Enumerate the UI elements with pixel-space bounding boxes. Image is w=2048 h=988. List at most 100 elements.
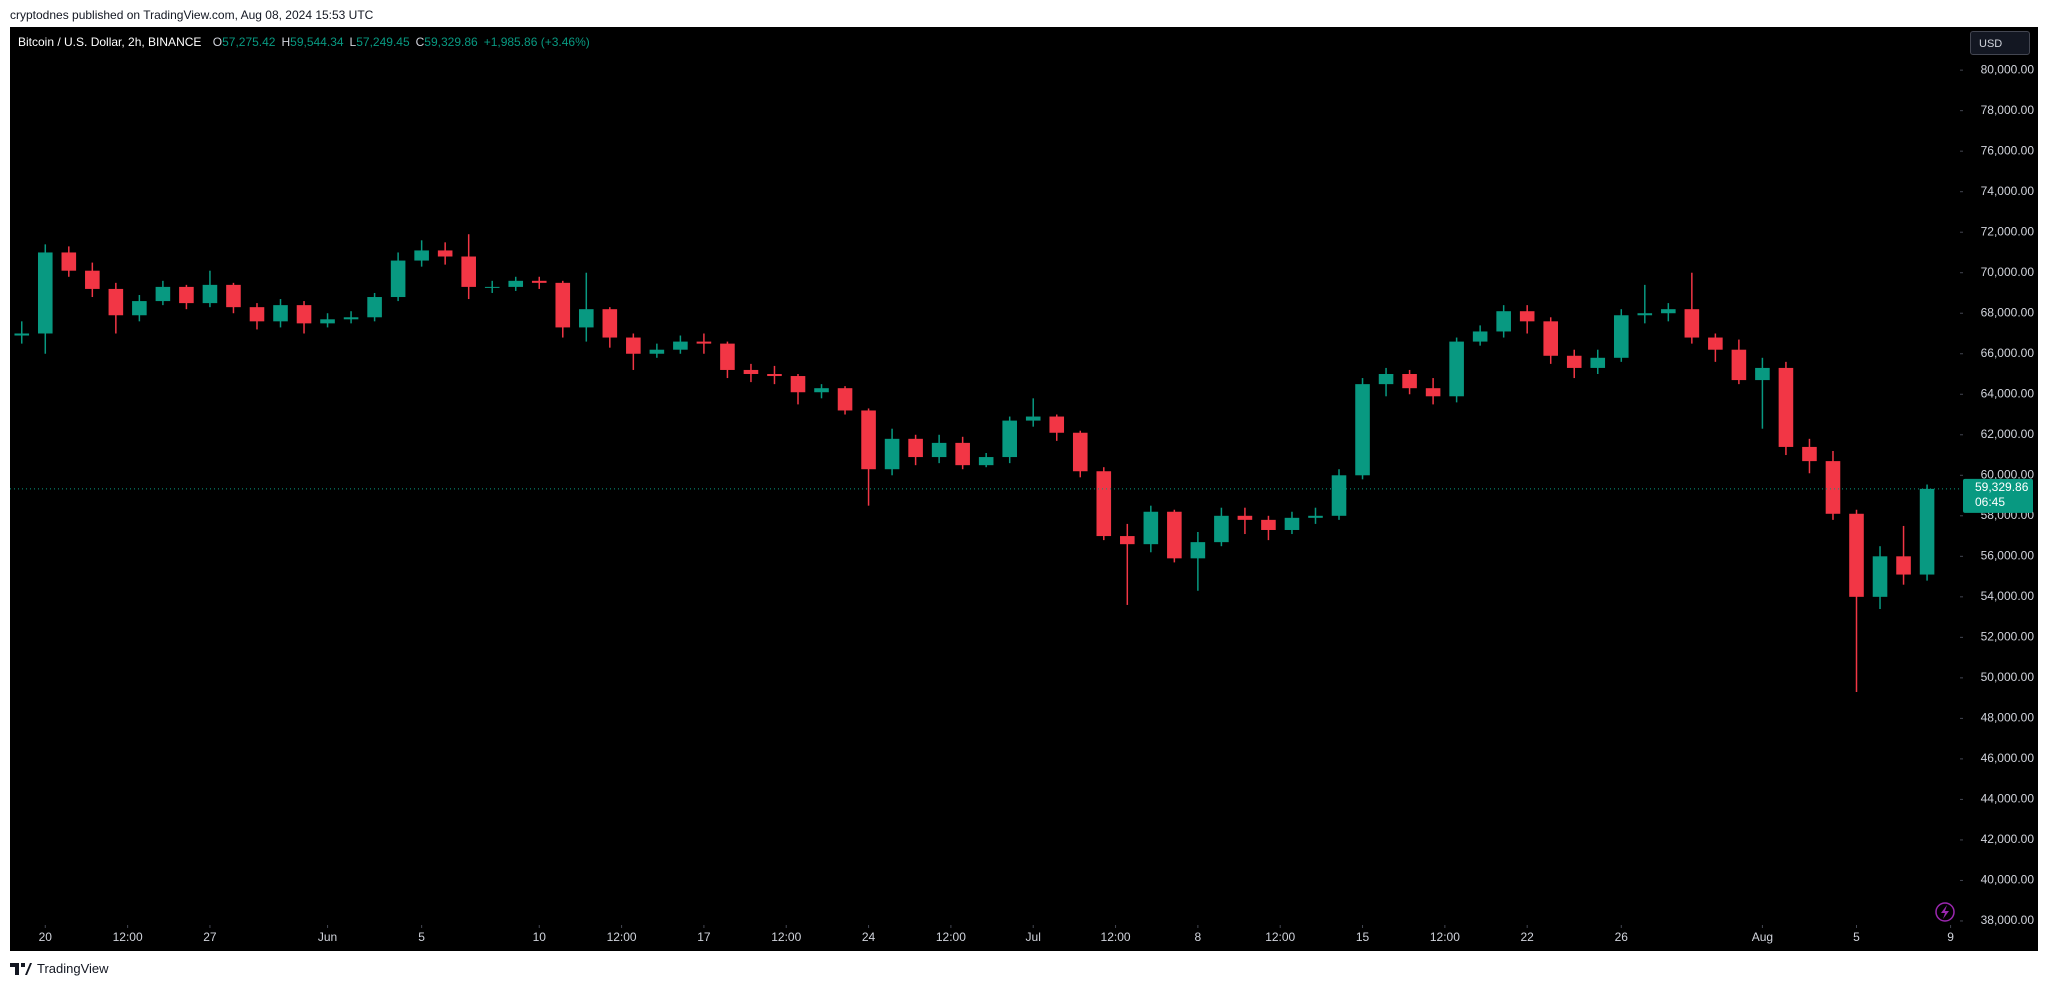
candle-body — [1143, 511, 1159, 545]
candle-body — [1519, 311, 1535, 322]
candle-body — [1849, 513, 1864, 597]
candle-body — [249, 307, 265, 322]
candle-body — [108, 288, 124, 316]
candle-body — [1002, 420, 1017, 458]
candle-body — [767, 374, 782, 377]
candle-body — [37, 252, 53, 334]
x-tick-label: 26 — [1615, 930, 1629, 944]
last-price-label: 59,329.86 — [1975, 480, 2029, 494]
candle-body — [179, 286, 194, 304]
brand-logo — [10, 962, 32, 975]
x-tick-label: 12:00 — [113, 930, 143, 944]
x-tick-label: 22 — [1521, 930, 1535, 944]
candle-body — [1590, 357, 1606, 368]
candle-body — [85, 270, 100, 289]
y-tick-label: 52,000.00 — [1981, 630, 2035, 644]
y-tick-label: 70,000.00 — [1981, 265, 2035, 279]
legend-key: L — [349, 35, 357, 49]
candle-body — [1472, 331, 1488, 342]
footer: TradingView — [10, 961, 109, 976]
candle-body — [1613, 315, 1629, 358]
legend-value: 59,544.34 — [290, 35, 344, 49]
candle-body — [531, 280, 547, 283]
symbol-title: Bitcoin / U.S. Dollar, 2h, BINANCE — [18, 35, 202, 49]
candle-body — [1214, 515, 1229, 543]
x-tick-label: 12:00 — [1430, 930, 1460, 944]
candle-body — [1284, 517, 1300, 530]
candle-body — [461, 256, 476, 287]
candle-body — [720, 343, 735, 370]
candle-body — [579, 309, 594, 328]
candle-body — [320, 319, 335, 324]
legend-key: C — [415, 35, 425, 49]
candle-body — [1025, 416, 1041, 421]
candle-body — [978, 457, 994, 466]
candle-body — [14, 333, 30, 336]
countdown-label: 06:45 — [1975, 495, 2005, 509]
x-tick-label: 15 — [1356, 930, 1370, 944]
candle-body — [696, 341, 712, 344]
candle-body — [202, 284, 218, 304]
candle-body — [1731, 349, 1747, 381]
y-tick-label: 68,000.00 — [1981, 305, 2035, 319]
candle-body — [1825, 461, 1841, 514]
candle-body — [367, 297, 382, 318]
y-tick-label: 76,000.00 — [1981, 143, 2035, 157]
candle-body — [390, 260, 406, 298]
y-tick-label: 66,000.00 — [1981, 346, 2035, 360]
candle-body — [1802, 446, 1817, 462]
candle-body — [1449, 341, 1464, 397]
y-tick-label: 50,000.00 — [1981, 670, 2035, 684]
x-tick-label: 10 — [533, 930, 547, 944]
candle-body — [602, 309, 618, 338]
y-tick-label: 60,000.00 — [1981, 467, 2035, 481]
y-tick-label: 38,000.00 — [1981, 913, 2035, 927]
last-price-box — [1963, 478, 2033, 513]
legend-key: H — [281, 35, 291, 49]
candle-body — [626, 337, 641, 354]
candle-body — [1755, 367, 1770, 381]
y-tick-label: 62,000.00 — [1981, 427, 2035, 441]
candle-body — [296, 305, 312, 324]
x-tick-label: 9 — [1947, 930, 1954, 944]
legend: Bitcoin / U.S. Dollar, 2h, BINANCE O57,2… — [18, 35, 596, 49]
candle-body — [1261, 519, 1276, 530]
brand-name: TradingView — [37, 961, 109, 976]
candle-body — [790, 376, 806, 393]
legend-key: O — [212, 35, 223, 49]
y-tick-label: 40,000.00 — [1981, 873, 2035, 887]
legend-value: 57,275.42 — [222, 35, 276, 49]
candle-body — [437, 250, 453, 257]
alert-icon — [1935, 902, 1955, 922]
candle-body — [273, 305, 288, 322]
candle-body — [1637, 313, 1653, 316]
candle-body — [155, 286, 171, 302]
candle-body — [955, 442, 970, 466]
candle-body — [861, 410, 876, 470]
candle-body — [508, 280, 524, 287]
candle-body — [743, 369, 759, 375]
candle-body — [1120, 536, 1135, 545]
legend-change: +1,985.86 (+3.46%) — [483, 35, 590, 49]
legend-value: 59,329.86 — [424, 35, 478, 49]
x-tick-label: 12:00 — [607, 930, 637, 944]
candle-body — [61, 252, 77, 271]
y-tick-label: 72,000.00 — [1981, 224, 2035, 238]
currency-button[interactable]: USD — [1970, 31, 2030, 55]
y-tick-label: 64,000.00 — [1981, 386, 2035, 400]
x-tick-label: Aug — [1752, 930, 1773, 944]
candle-body — [1496, 311, 1511, 332]
candle-body — [1896, 556, 1911, 575]
legend-value: 57,249.45 — [356, 35, 410, 49]
candle-body — [931, 442, 947, 458]
x-tick-label: 17 — [697, 930, 711, 944]
candle-body — [1778, 367, 1794, 447]
candle-body — [884, 438, 900, 470]
candle-body — [908, 438, 923, 458]
candle-body — [1190, 542, 1206, 559]
candle-body — [1072, 432, 1088, 472]
candle-body — [1049, 416, 1065, 433]
